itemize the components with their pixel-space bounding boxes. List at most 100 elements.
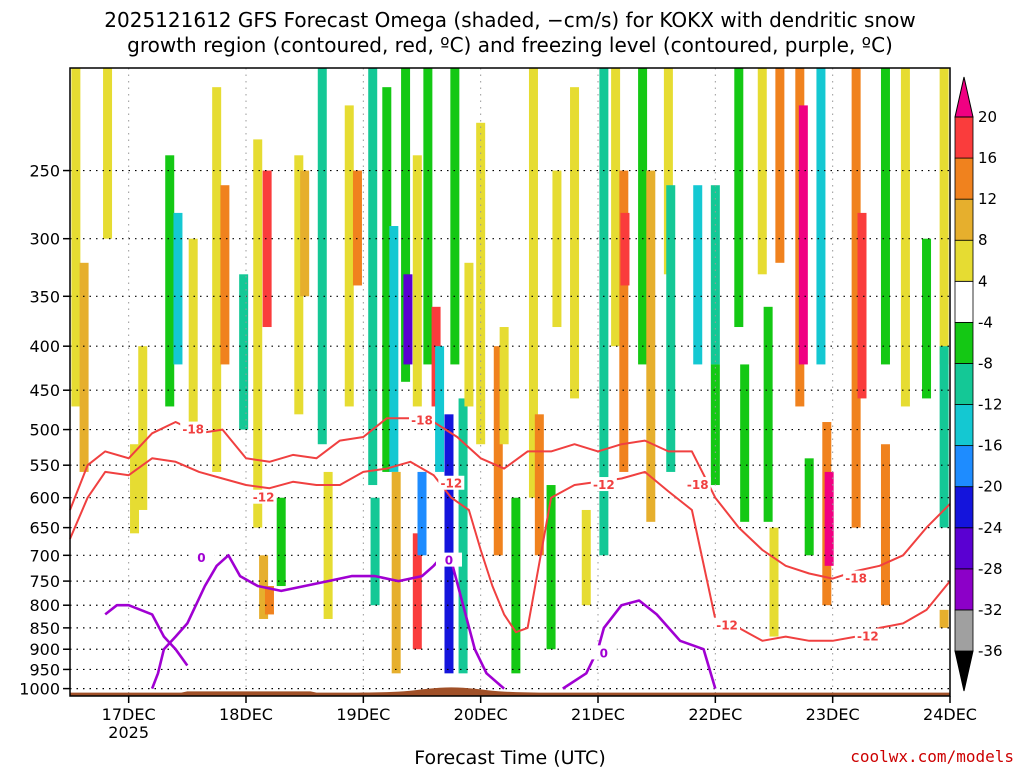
contour-label-bg-11: [590, 645, 617, 660]
omega-cell-72: [851, 68, 861, 528]
omega-cell-23: [370, 497, 380, 606]
colorbar-swatch-12-to-16: [954, 157, 974, 200]
colorbar-swatch-lowest: [954, 650, 974, 692]
credit-text[interactable]: coolwx.com/models: [850, 747, 1014, 766]
omega-cell-16: [294, 155, 304, 415]
omega-cell-51: [619, 170, 629, 472]
omega-cell-40: [493, 346, 503, 556]
omega-cell-63: [763, 306, 773, 522]
y-tick-label-800: 800: [29, 596, 60, 615]
contour-label-0: -18: [182, 423, 204, 437]
omega-cell-77: [922, 238, 932, 399]
y-tick-label-1000: 1000: [19, 680, 60, 699]
omega-cell-27: [401, 68, 411, 382]
omega-cell-80: [939, 609, 949, 628]
y-tick-label-750: 750: [29, 572, 60, 591]
omega-cell-76: [900, 68, 910, 407]
omega-cell-45: [546, 485, 556, 650]
contour-label-1: -12: [253, 491, 275, 505]
x-tick-label-23DEC: 23DEC: [806, 705, 860, 724]
omega-cell-52: [620, 212, 630, 286]
colorbar-swatch--28-to--24: [954, 527, 974, 570]
y-tick-label-850: 850: [29, 619, 60, 638]
contour-label-4: -12: [593, 478, 615, 492]
omega-cell-46: [552, 170, 562, 328]
x-tick-label-17DEC: 17DEC: [102, 705, 156, 724]
colorbar-label-8: 8: [978, 231, 988, 249]
colorbar: -36 -32 -28 -24 -20 -16 -12 -8 -4 4 8 12 16 20: [954, 76, 1003, 692]
x-tick-label-20DEC: 20DEC: [454, 705, 508, 724]
colorbar-swatch-4-to-8: [954, 239, 974, 282]
omega-cell-3: [130, 444, 140, 534]
omega-cell-0: [71, 68, 81, 407]
contour-label-bg-6: [714, 617, 741, 632]
omega-cell-48: [581, 509, 591, 606]
omega-cell-9: [220, 185, 230, 365]
omega-cell-30: [412, 533, 422, 650]
omega-cell-71: [824, 471, 834, 566]
contour-label-9: 0: [197, 551, 205, 565]
colorbar-label--12: -12: [978, 396, 1003, 414]
y-tick-label-700: 700: [29, 546, 60, 565]
omega-cell-10: [239, 274, 249, 430]
colorbar-label--4: -4: [978, 313, 993, 331]
y-tick-label-450: 450: [29, 381, 60, 400]
omega-cell-11: [253, 139, 263, 528]
omega-cell-69: [816, 68, 826, 365]
omega-cell-67: [798, 105, 808, 365]
omega-cell-1: [79, 262, 89, 472]
omega-cell-59: [710, 364, 720, 486]
omega-cell-79: [939, 346, 949, 528]
omega-cell-15: [276, 497, 286, 587]
contour-freezing-level-2: [104, 603, 189, 667]
omega-cell-4: [138, 346, 148, 510]
terrain: [69, 687, 951, 697]
omega-cell-17: [300, 170, 310, 297]
omega-cell-65: [775, 68, 785, 263]
omega-cell-34: [435, 346, 445, 472]
contour-labels: -18 -12 -18 -12 -12 -18 -12 -18 -12 0 0 0: [180, 412, 881, 660]
colorbar-label--32: -32: [978, 601, 1003, 619]
omega-cell-31: [417, 471, 427, 556]
omega-cell-64: [769, 527, 779, 637]
contour-label-bg-10: [435, 552, 462, 567]
contour-label-10: 0: [445, 554, 453, 568]
contour-dgz-top: [69, 417, 951, 580]
omega-cell-47: [570, 87, 580, 399]
contour-label-bg-8: [854, 628, 881, 643]
omega-cell-8: [212, 87, 222, 472]
omega-cell-38: [464, 262, 474, 407]
y-tick-label-650: 650: [29, 519, 60, 538]
omega-cell-21: [352, 170, 362, 286]
x-tick-label-19DEC: 19DEC: [336, 705, 390, 724]
omega-cell-25: [389, 226, 399, 472]
omega-cell-53: [638, 68, 648, 365]
omega-cell-58: [710, 185, 720, 365]
omega-cell-26: [391, 471, 401, 674]
terrain-surface: [69, 687, 951, 697]
x-axis-title: Forecast Time (UTC): [414, 747, 605, 768]
contour-label-bg-4: [590, 477, 617, 492]
omega-cell-24: [382, 87, 392, 472]
colorbar-label--36: -36: [978, 642, 1003, 660]
omega-cell-29: [412, 155, 422, 407]
omega-cell-42: [511, 497, 521, 674]
omega-cell-20: [344, 105, 354, 407]
omega-shading: [71, 68, 949, 674]
omega-cell-41: [499, 327, 509, 445]
y-tick-label-600: 600: [29, 489, 60, 508]
omega-cell-68: [804, 458, 814, 556]
y-tick-label-300: 300: [29, 230, 60, 249]
omega-cell-43: [528, 68, 538, 498]
colorbar-label--28: -28: [978, 560, 1003, 578]
omega-cell-5: [165, 155, 175, 407]
omega-cell-19: [323, 471, 333, 619]
colorbar-swatch-8-to-12: [954, 198, 974, 241]
omega-cell-22: [368, 68, 378, 486]
contour-label-6: -12: [716, 619, 738, 633]
contour-label-7: -18: [845, 572, 867, 586]
omega-cell-75: [880, 444, 890, 606]
omega-cell-14: [264, 586, 274, 615]
